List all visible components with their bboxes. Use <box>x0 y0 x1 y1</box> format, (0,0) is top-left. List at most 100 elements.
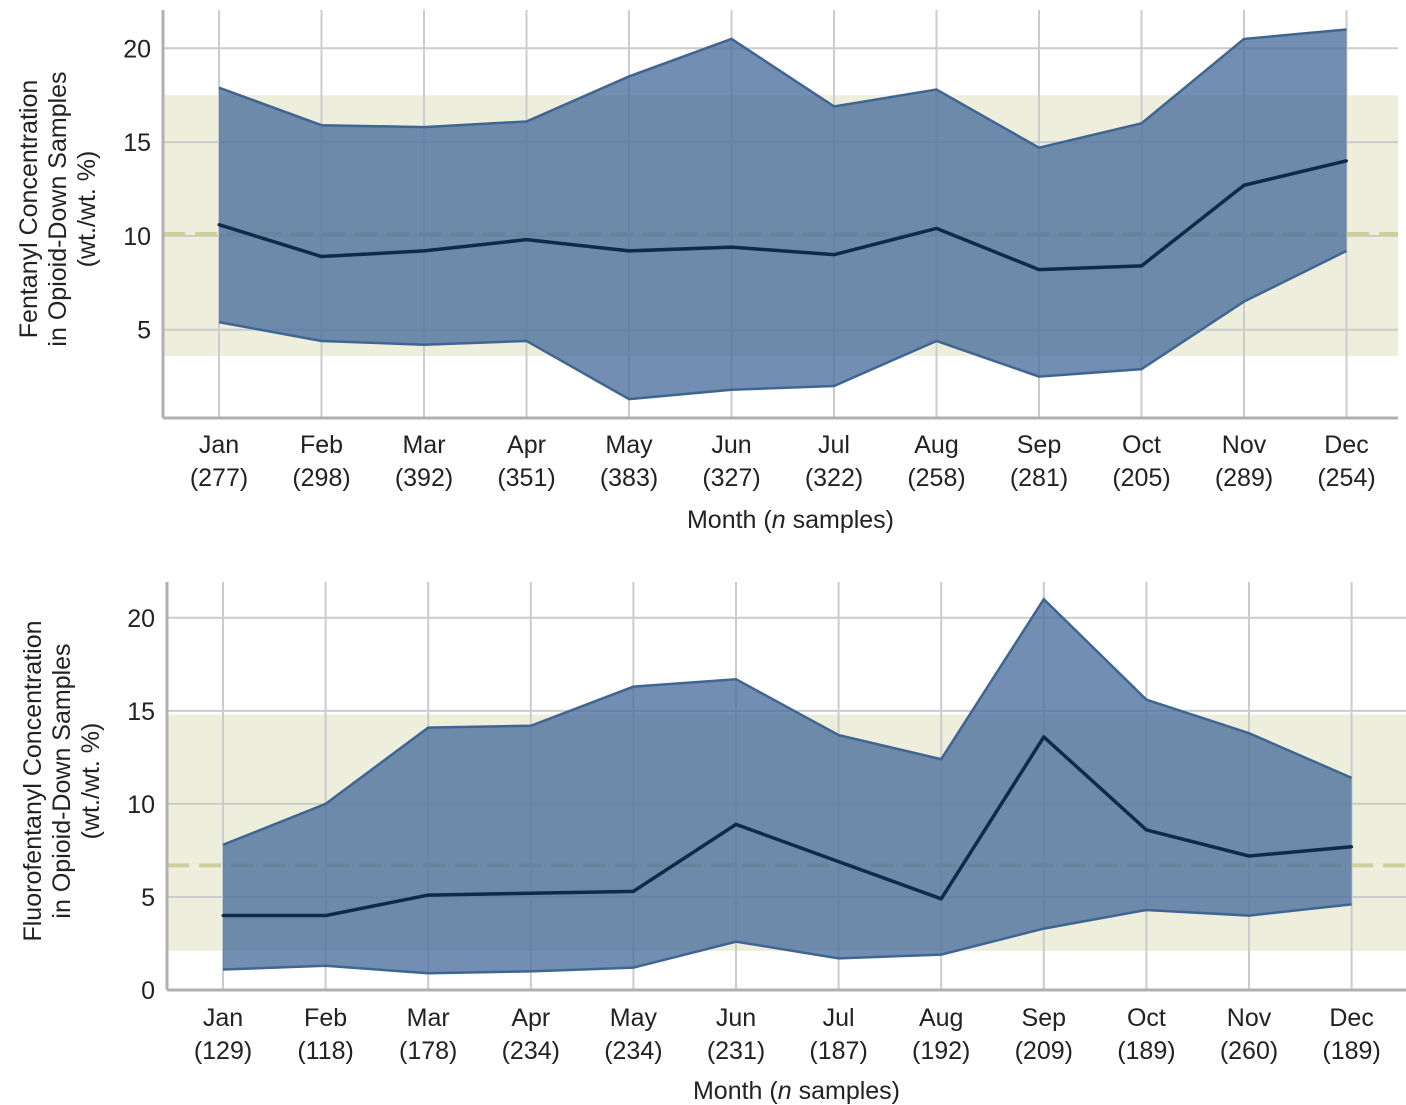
median-point <box>1247 854 1251 858</box>
x-tick-label: Aug <box>914 431 958 459</box>
sample-count-label: (351) <box>497 464 555 492</box>
x-tick-label: Mar <box>402 431 445 459</box>
sample-count-label: (209) <box>1015 1037 1073 1065</box>
upper-bound-line <box>218 28 1347 150</box>
median-point <box>1037 268 1041 272</box>
y-axis-label: Fentanyl Concentration in Opioid-Down Sam… <box>15 71 101 346</box>
median-point <box>631 889 635 893</box>
median-point <box>1242 183 1246 187</box>
median-point <box>939 897 943 901</box>
median-point <box>1350 845 1354 849</box>
median-point <box>832 253 836 257</box>
sample-count-label: (254) <box>1317 464 1375 492</box>
x-tick-label: Dec <box>1324 431 1368 459</box>
y-tick-label: 0 <box>141 977 155 1005</box>
x-tick-label: Jan <box>199 431 239 459</box>
median-point <box>320 255 323 259</box>
sample-count-label: (205) <box>1112 464 1170 492</box>
x-tick-label: Feb <box>300 431 343 459</box>
median-point <box>935 226 938 230</box>
sample-count-label: (189) <box>1117 1037 1175 1065</box>
x-tick-label: Jun <box>716 1004 756 1032</box>
sample-count-label: (231) <box>707 1037 765 1065</box>
x-tick-label: Oct <box>1127 1004 1166 1032</box>
sample-count-label: (234) <box>502 1037 560 1065</box>
y-tick-label: 10 <box>127 791 155 819</box>
sample-count-label: (383) <box>600 464 658 492</box>
median-point <box>1042 735 1046 739</box>
median-line <box>218 159 1347 272</box>
median-point <box>734 822 738 826</box>
x-tick-label: Nov <box>1222 431 1267 459</box>
y-axis-label-line: in Opioid-Down Samples <box>44 71 72 346</box>
x-tick-label: Jul <box>818 431 850 459</box>
y-axis-label-line: in Opioid-Down Samples <box>48 643 76 918</box>
sample-count-label: (192) <box>912 1037 970 1065</box>
median-point <box>221 914 225 918</box>
x-tick-label: Jul <box>823 1004 855 1032</box>
sample-count-label: (281) <box>1010 464 1068 492</box>
sample-count-label: (327) <box>702 464 760 492</box>
sample-count-label: (129) <box>194 1037 252 1065</box>
x-tick-label: Mar <box>407 1004 450 1032</box>
median-point <box>422 249 426 253</box>
x-tick-label: Jun <box>711 431 751 459</box>
x-axis-label: Month (n samples) <box>687 506 894 534</box>
x-tick-label: Dec <box>1329 1004 1373 1032</box>
x-tick-label: Sep <box>1022 1004 1066 1032</box>
sample-count-label: (234) <box>604 1037 662 1065</box>
sample-count-label: (258) <box>907 464 965 492</box>
median-point <box>1140 264 1143 268</box>
y-axis-label-line: (wt./wt. %) <box>77 723 105 840</box>
x-axis-label: Month (n samples) <box>693 1077 900 1105</box>
median-point <box>1144 828 1148 832</box>
sample-count-label: (277) <box>190 464 248 492</box>
x-tick-label: May <box>605 431 653 459</box>
sample-count-label: (322) <box>805 464 863 492</box>
median-point <box>324 914 328 918</box>
sample-count-label: (189) <box>1322 1037 1380 1065</box>
sample-count-label: (260) <box>1220 1037 1278 1065</box>
sample-count-label: (187) <box>809 1037 867 1065</box>
sample-count-label: (118) <box>297 1037 354 1065</box>
median-point <box>426 893 430 897</box>
y-tick-label: 5 <box>141 884 155 912</box>
x-tick-label: Nov <box>1227 1004 1272 1032</box>
median-point <box>1345 159 1348 163</box>
y-axis-label: Fluorofentanyl Concentration in Opioid-Do… <box>19 620 105 941</box>
sample-count-label: (298) <box>292 464 350 492</box>
x-tick-label: Apr <box>511 1004 550 1032</box>
median-point <box>837 860 841 864</box>
median-point <box>525 238 528 242</box>
y-tick-label: 15 <box>123 129 151 157</box>
y-tick-label: 15 <box>127 698 155 726</box>
fentanyl-chart: 5 10 15 20 Jan (277) Feb (298) Mar (392) Apr (351) M… <box>15 10 1398 534</box>
range-area <box>219 29 1347 400</box>
lower-bound-line <box>218 249 1348 401</box>
median-point <box>730 245 733 249</box>
y-axis-label-line: Fluorofentanyl Concentration <box>19 620 47 941</box>
x-tick-label: Oct <box>1122 431 1161 459</box>
fluorofentanyl-chart: 0 5 10 15 20 Jan (129) Feb (118) Mar (178) Apr (234)… <box>19 582 1406 1105</box>
x-tick-label: May <box>610 1004 658 1032</box>
x-tick-label: Apr <box>507 431 546 459</box>
y-tick-label: 20 <box>127 605 155 633</box>
x-tick-label: Jan <box>203 1004 243 1032</box>
sample-count-label: (392) <box>395 464 453 492</box>
y-tick-label: 20 <box>123 35 151 63</box>
x-tick-label: Feb <box>304 1004 347 1032</box>
sample-count-label: (289) <box>1215 464 1273 492</box>
y-tick-label: 5 <box>137 317 151 345</box>
upper-bound-line <box>222 597 1353 847</box>
y-axis-label-line: Fentanyl Concentration <box>15 80 43 338</box>
x-tick-label: Aug <box>919 1004 963 1032</box>
range-area <box>223 599 1352 974</box>
median-line <box>223 735 1352 918</box>
median-point <box>529 891 533 895</box>
median-point <box>217 223 221 227</box>
lower-bound-line <box>222 903 1352 975</box>
sample-count-label: (178) <box>399 1037 457 1065</box>
x-tick-label: Sep <box>1017 431 1061 459</box>
y-tick-label: 10 <box>123 223 151 251</box>
